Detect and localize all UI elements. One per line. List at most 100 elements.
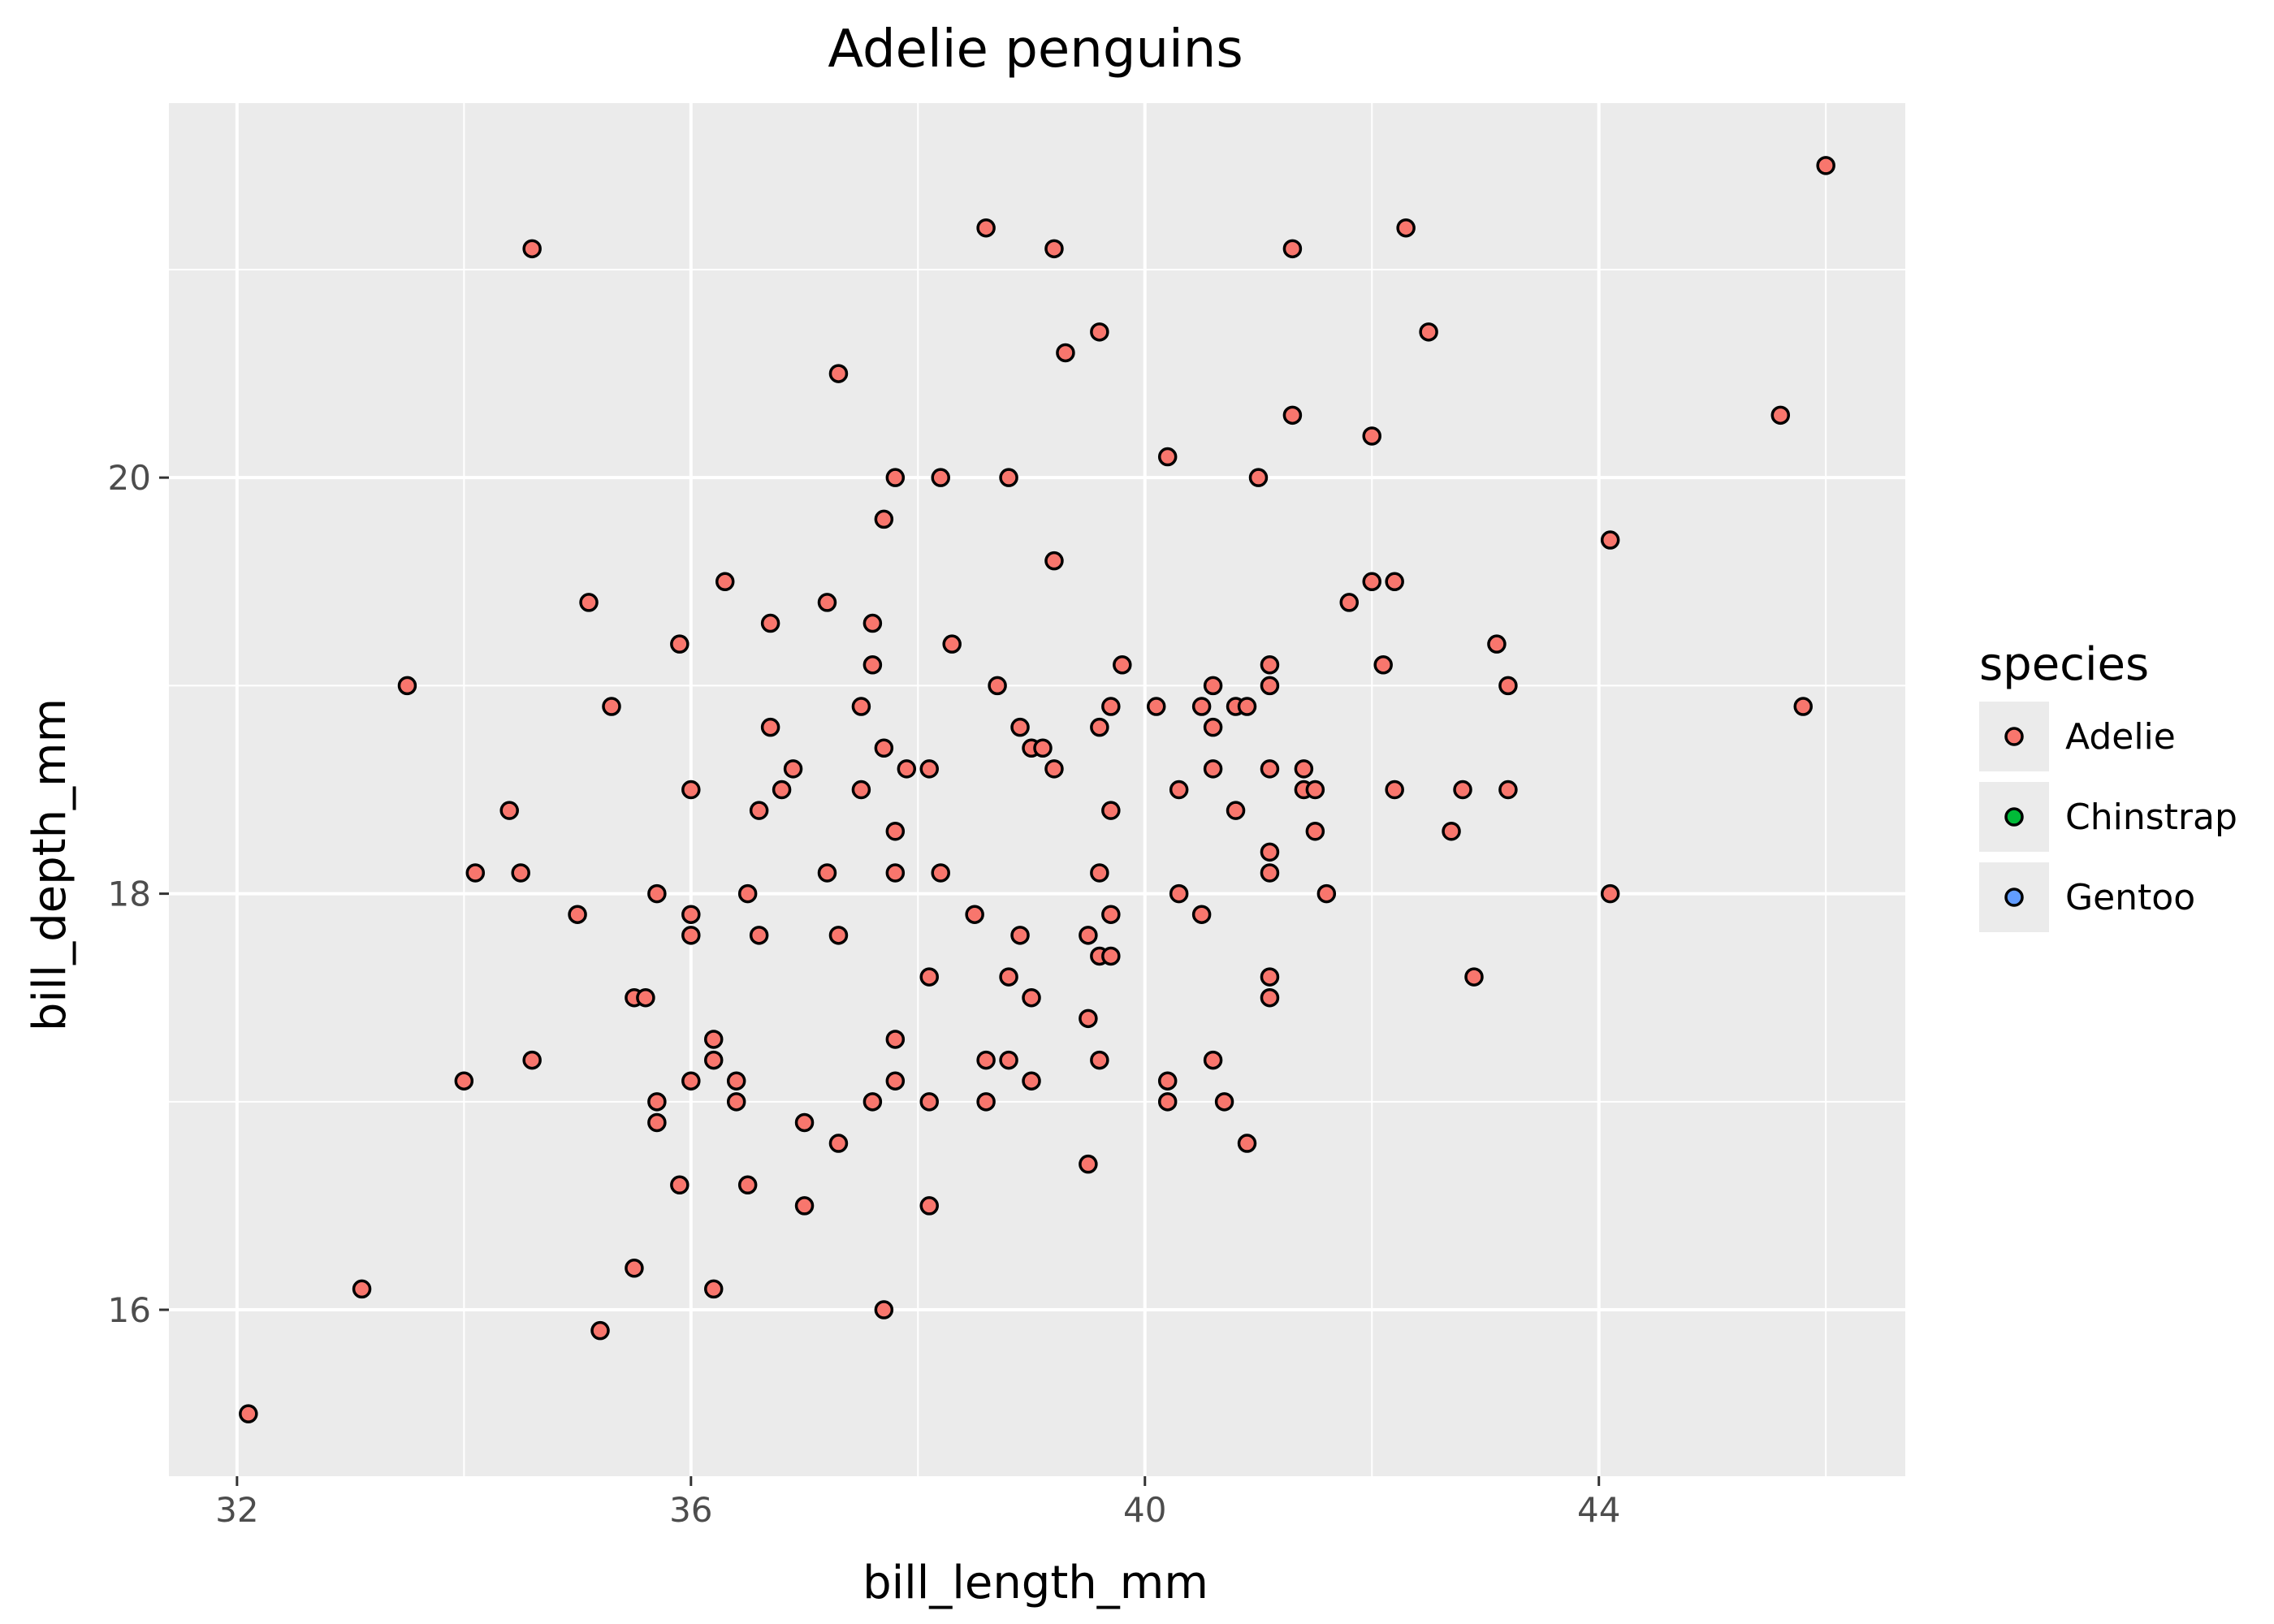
data-point	[1203, 676, 1223, 696]
data-point	[931, 863, 950, 883]
data-point	[1453, 780, 1472, 800]
data-point	[999, 967, 1018, 987]
data-point	[1146, 697, 1166, 716]
data-point	[783, 759, 803, 779]
data-point	[1282, 405, 1303, 425]
data-point	[851, 697, 871, 716]
y-tick-label: 20	[108, 458, 151, 498]
legend: species Adelie Chinstrap Gentoo	[1979, 638, 2237, 932]
data-point	[749, 801, 769, 820]
data-point	[1294, 759, 1314, 779]
data-point	[1816, 156, 1835, 175]
legend-title: species	[1979, 638, 2149, 691]
data-point	[1203, 759, 1223, 779]
data-point	[885, 1071, 906, 1091]
x-axis-title: bill_length_mm	[862, 1557, 1208, 1609]
legend-label: Chinstrap	[2065, 797, 2237, 838]
data-point	[862, 1092, 883, 1112]
data-point	[851, 780, 871, 800]
data-point	[1396, 218, 1416, 238]
data-point	[1248, 468, 1269, 487]
data-point	[1056, 343, 1075, 363]
data-point	[1442, 821, 1461, 841]
data-point	[1498, 780, 1518, 800]
data-point	[1157, 1092, 1178, 1112]
data-point	[1113, 655, 1132, 675]
legend-swatch	[2004, 807, 2024, 827]
data-point	[976, 1092, 996, 1112]
data-point	[647, 1092, 667, 1112]
data-point	[885, 863, 906, 883]
data-point	[465, 863, 486, 883]
data-point	[1010, 717, 1030, 737]
data-point	[522, 1050, 542, 1070]
data-point	[1022, 987, 1041, 1008]
data-point	[1090, 863, 1109, 883]
x-axis: 32 36 40 44	[215, 1476, 1620, 1530]
data-point	[1079, 1009, 1098, 1029]
data-point	[568, 905, 587, 924]
data-point	[670, 634, 690, 654]
data-point	[1157, 1071, 1178, 1091]
data-point	[794, 1112, 815, 1133]
data-point	[1260, 759, 1280, 779]
data-point	[1282, 239, 1303, 259]
data-point	[1022, 1071, 1041, 1091]
y-tick-label: 16	[108, 1290, 151, 1330]
data-point	[897, 759, 917, 779]
data-point	[874, 1300, 894, 1320]
data-point	[1419, 322, 1438, 342]
data-point	[919, 759, 939, 779]
data-point	[397, 676, 417, 696]
data-point	[1214, 1092, 1234, 1112]
data-point	[999, 1050, 1018, 1070]
data-point	[1237, 1134, 1257, 1153]
data-point	[1260, 655, 1280, 675]
x-tick-label: 36	[669, 1490, 712, 1530]
legend-swatch	[2004, 727, 2024, 746]
data-point	[885, 1030, 906, 1049]
y-axis-title: bill_depth_mm	[24, 698, 76, 1031]
data-point	[1260, 987, 1280, 1008]
data-point	[1191, 905, 1212, 924]
data-point	[919, 967, 939, 987]
data-point	[1373, 655, 1393, 675]
data-point	[1260, 676, 1280, 696]
legend-label: Gentoo	[2065, 877, 2195, 918]
data-point	[602, 697, 621, 716]
data-point	[1793, 697, 1813, 716]
y-axis: 16 18 20	[108, 458, 169, 1330]
data-point	[919, 1092, 939, 1112]
data-point	[1316, 883, 1337, 904]
data-point	[1033, 738, 1053, 758]
legend-items: Adelie Chinstrap Gentoo	[1979, 702, 2237, 932]
data-point	[1101, 946, 1121, 966]
data-point	[703, 1030, 724, 1049]
data-point	[862, 613, 883, 633]
x-tick-label: 44	[1577, 1490, 1620, 1530]
data-point	[965, 905, 984, 924]
data-point	[1339, 593, 1360, 612]
data-point	[737, 883, 758, 904]
data-point	[522, 239, 542, 259]
data-point	[1079, 926, 1098, 945]
data-point	[1010, 926, 1030, 945]
data-point	[794, 1196, 815, 1216]
data-point	[590, 1320, 610, 1341]
y-tick-label: 18	[108, 875, 151, 914]
data-point	[931, 468, 950, 487]
data-point	[1090, 717, 1109, 737]
data-point	[681, 1071, 701, 1091]
data-point	[1770, 405, 1791, 425]
plot-panel	[169, 103, 1905, 1476]
data-point	[1464, 967, 1484, 987]
data-point	[352, 1279, 372, 1299]
minor-gridlines	[169, 103, 1905, 1476]
data-point	[1101, 697, 1121, 716]
data-point	[1044, 551, 1064, 571]
data-point	[942, 634, 962, 654]
data-point	[579, 593, 599, 612]
data-point	[1203, 1050, 1223, 1070]
data-point	[760, 613, 780, 633]
data-point	[874, 738, 894, 758]
